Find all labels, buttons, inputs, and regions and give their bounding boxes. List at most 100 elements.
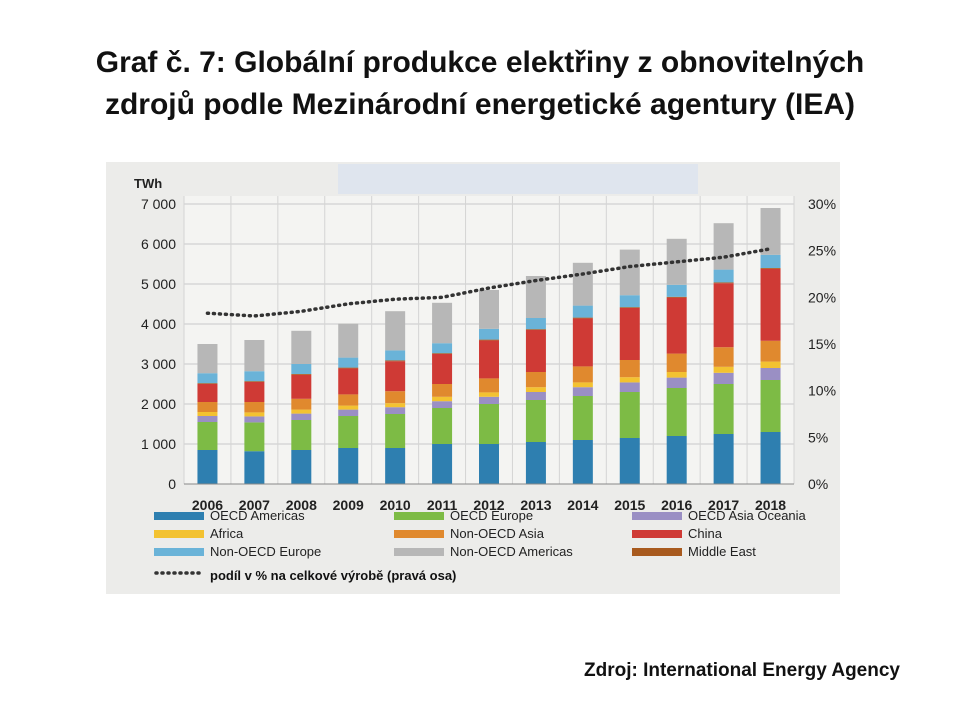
bar-segment	[244, 340, 265, 372]
bar-segment	[572, 318, 593, 367]
bar-segment	[385, 448, 406, 484]
bar-segment	[760, 268, 781, 341]
bar-segment	[338, 367, 359, 369]
bar-segment	[619, 438, 640, 484]
bar-segment	[291, 364, 312, 374]
bar-segment	[525, 392, 546, 400]
legend-label: Non-OECD Europe	[210, 544, 321, 559]
y2-tick-label: 30%	[808, 196, 836, 212]
slide-title-line-1: Graf č. 7: Globální produkce elektřiny z…	[95, 46, 865, 79]
bar-segment	[338, 416, 359, 448]
y-unit-label: TWh	[134, 176, 162, 191]
bar-segment	[479, 378, 499, 393]
x-tick-label: 2016	[661, 497, 692, 513]
bar-segment	[619, 360, 640, 378]
legend-swatch	[154, 512, 204, 520]
bar-segment	[619, 295, 640, 308]
bar-segment	[619, 392, 640, 438]
bar-segment	[432, 343, 453, 354]
bar-segment	[572, 440, 593, 484]
bar-segment	[760, 368, 781, 380]
bar-segment	[666, 372, 687, 378]
bar-segment	[572, 262, 593, 306]
bar-segment	[572, 366, 593, 383]
bar-segment	[432, 353, 453, 354]
bar-segment	[197, 384, 218, 402]
legend-label: OECD Americas	[210, 508, 305, 523]
x-tick-label: 2007	[239, 497, 270, 513]
bar-segment	[432, 408, 453, 444]
bar-segment	[385, 361, 406, 392]
legend-label: OECD Asia Oceania	[688, 508, 807, 523]
bar-segment	[619, 382, 640, 392]
x-tick-label: 2015	[614, 497, 645, 513]
bar-segment	[432, 384, 453, 397]
bar-segment	[479, 444, 499, 484]
bar-segment	[760, 268, 781, 269]
bar-segment	[338, 394, 359, 406]
legend-label: China	[688, 526, 723, 541]
bar-segment	[244, 381, 265, 382]
bar-segment	[244, 382, 265, 402]
bar-segment	[479, 340, 499, 379]
legend-swatch	[632, 530, 682, 538]
y-tick-label: 1 000	[141, 436, 176, 452]
bar-segment	[385, 407, 406, 414]
legend-label: Middle East	[688, 544, 756, 559]
legend-swatch	[632, 548, 682, 556]
bar-segment	[479, 339, 499, 341]
slide-title: Graf č. 7: Globální produkce elektřiny z…	[30, 42, 930, 126]
y-tick-label: 4 000	[141, 316, 176, 332]
bar-segment	[479, 290, 499, 329]
bar-segment	[197, 412, 218, 416]
legend-label: Non-OECD Americas	[450, 544, 573, 559]
x-tick-label: 2012	[473, 497, 504, 513]
y-tick-label: 7 000	[141, 196, 176, 212]
bar-segment	[291, 398, 312, 410]
y2-tick-label: 0%	[808, 476, 828, 492]
bar-segment	[666, 296, 687, 298]
bar-segment	[197, 416, 218, 422]
bar-segment	[713, 347, 734, 367]
legend-label: OECD Europe	[450, 508, 533, 523]
share-legend-label: podíl v % na celkové výrobě (pravá osa)	[210, 568, 457, 583]
stacked-bar-chart: 7 000 6 000 5 000 4 000 3 000 2 000 1 000 0 30% 2…	[134, 164, 836, 575]
bar-segment	[572, 317, 593, 319]
x-tick-label: 2017	[708, 497, 739, 513]
slide-title-line-2: zdrojů podle Mezinárodní energetické age…	[104, 88, 856, 121]
bar-segment	[385, 391, 406, 404]
bar-segment	[291, 409, 312, 414]
bar-segment	[244, 371, 265, 382]
y2-tick-label: 10%	[808, 383, 836, 399]
bar-segment	[432, 401, 453, 408]
bar-segment	[244, 422, 265, 452]
y2-tick-label: 5%	[808, 429, 828, 445]
legend-swatch	[394, 512, 444, 520]
bar-segment	[760, 432, 781, 484]
bar-segment	[619, 249, 640, 296]
bar-segment	[760, 340, 781, 362]
bar-segment	[525, 318, 546, 330]
bar-segment	[291, 330, 312, 364]
x-tick-label: 2018	[755, 497, 786, 513]
y-tick-label: 6 000	[141, 236, 176, 252]
bar-segment	[244, 412, 265, 417]
bar-segment	[291, 420, 312, 450]
bar-segment	[432, 302, 453, 344]
bar-segment	[338, 357, 359, 368]
bar-segment	[713, 366, 734, 373]
bar-segment	[479, 392, 499, 397]
bar-segment	[619, 377, 640, 383]
bar-segment	[197, 373, 218, 384]
bar-segment	[385, 403, 406, 408]
bar-segment	[291, 450, 312, 484]
legend-swatch	[632, 512, 682, 520]
header-band	[338, 164, 698, 194]
bar-segment	[572, 305, 593, 318]
legend-swatch	[394, 530, 444, 538]
bar-segment	[760, 361, 781, 368]
bar-segment	[525, 330, 546, 372]
y-tick-label: 5 000	[141, 276, 176, 292]
bar-segment	[291, 374, 312, 375]
y-tick-label: 0	[168, 476, 176, 492]
